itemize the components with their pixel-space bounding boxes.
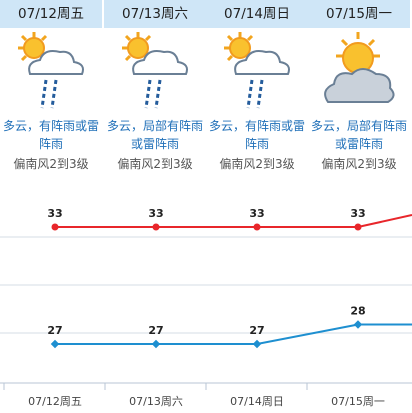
day-date: 07/12周五 <box>0 0 102 28</box>
day-description: 多云，局部有阵雨或雷阵雨 <box>310 119 407 151</box>
x-axis-label: 07/15周一 <box>331 395 385 408</box>
day-description: 多云，有阵雨或雷阵雨 <box>208 119 305 151</box>
temperature-chart-canvas: 33 33 33 33 27 27 27 28 <box>0 207 412 390</box>
data-point <box>50 339 60 349</box>
data-label: 33 <box>249 207 264 220</box>
temperature-chart: 33 33 33 33 27 27 27 28 <box>0 190 412 413</box>
day-date: 07/13周六 <box>104 0 206 28</box>
day-wind: 偏南风2到3级 <box>219 157 295 171</box>
data-point <box>353 320 363 329</box>
day-description: 多云，有阵雨或雷阵雨 <box>2 119 99 151</box>
data-point <box>354 223 362 231</box>
data-label: 27 <box>249 324 264 337</box>
data-point <box>252 339 262 349</box>
day-wind: 偏南风2到3级 <box>117 157 193 171</box>
partly-cloudy-thunderstorm-icon <box>0 28 102 114</box>
day-card[interactable]: 07/13周六 多云，局部有阵雨或雷阵雨 偏南风2到3级 <box>104 0 206 190</box>
data-label: 33 <box>148 207 163 220</box>
day-date: 07/14周日 <box>206 0 308 28</box>
data-point <box>152 223 160 231</box>
day-card[interactable]: 07/15周一 多云，局部有阵雨或雷阵雨 偏南风2到3级 <box>308 0 410 190</box>
x-axis-label: 07/13周六 <box>129 395 183 408</box>
data-label: 33 <box>47 207 62 220</box>
day-wind: 偏南风2到3级 <box>321 157 397 171</box>
day-wind: 偏南风2到3级 <box>13 157 89 171</box>
x-axis-label: 07/12周五 <box>28 395 82 408</box>
partly-cloudy-thunderstorm-icon <box>206 28 308 114</box>
day-card[interactable]: 07/14周日 多云，有阵雨或雷阵雨 偏南风2到3级 <box>206 0 308 190</box>
x-axis-label: 07/14周日 <box>230 395 284 408</box>
data-label: 33 <box>350 207 365 220</box>
data-label: 27 <box>47 324 62 337</box>
partly-cloudy-icon <box>308 28 410 114</box>
data-label: 27 <box>148 324 163 337</box>
data-point <box>151 339 161 349</box>
data-point <box>253 223 261 231</box>
day-card[interactable]: 07/12周五 多云，有阵雨或雷阵雨 偏南风2到3级 <box>0 0 102 190</box>
partly-cloudy-thunderstorm-icon <box>104 28 206 114</box>
data-point <box>51 223 59 231</box>
day-date: 07/15周一 <box>308 0 410 28</box>
forecast-cards: 07/12周五 多云，有阵雨或雷阵雨 偏南风2到3级 07/13周六 <box>0 0 412 190</box>
data-label: 28 <box>350 305 365 318</box>
day-description: 多云，局部有阵雨或雷阵雨 <box>106 119 203 151</box>
